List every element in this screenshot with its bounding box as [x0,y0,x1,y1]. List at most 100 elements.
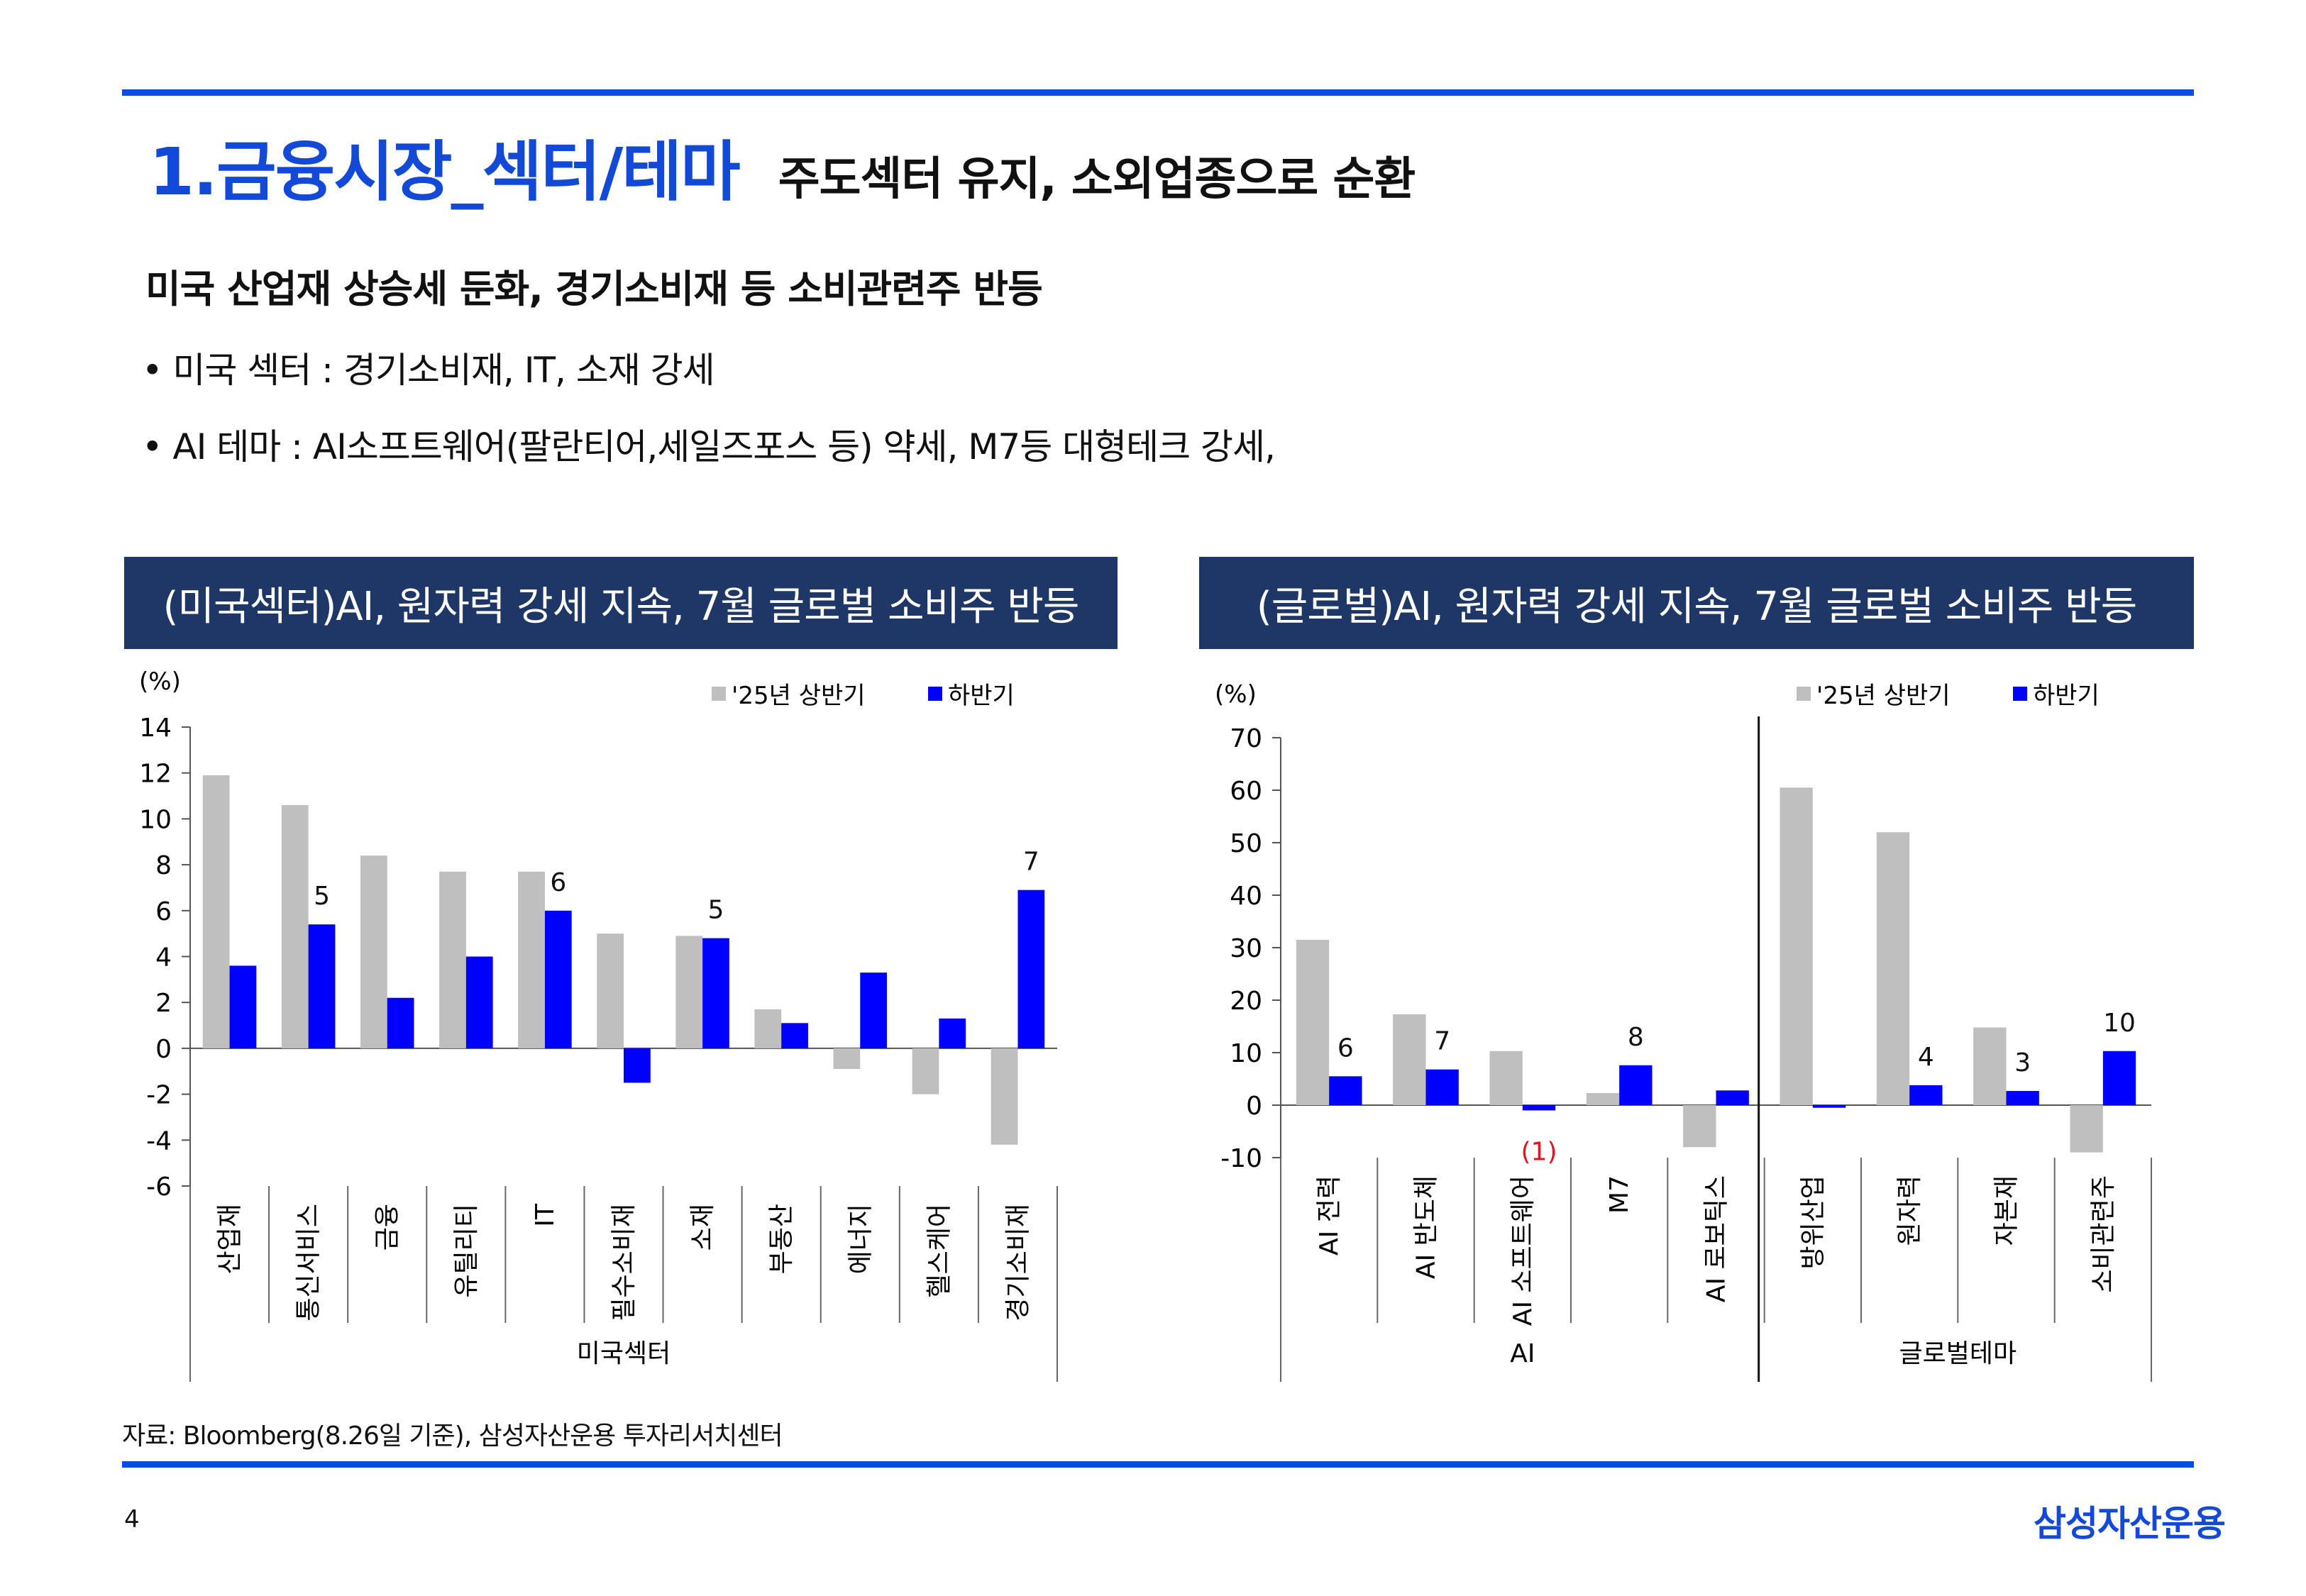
chart1-legend-swatch-h1 [712,687,726,701]
chart2-legend-label-h1: '25년 상반기 [1816,682,1951,710]
chart2-bar-h1 [1489,1051,1523,1105]
chart2-ytick-label: 0 [1246,1092,1262,1121]
chart2-ytick-label: 10 [1230,1039,1262,1068]
chart2-bar-h2 [1812,1105,1846,1108]
chart2-legend-swatch-h1 [1797,687,1811,701]
chart2-bar-h2 [1716,1090,1749,1105]
chart1-bar-h2 [939,1018,966,1048]
top-rule [122,89,2194,96]
chart1-category-label: 금융 [373,1204,402,1251]
chart2-ytick-label: 70 [1230,724,1262,753]
chart2-bar-h1 [1973,1027,2007,1105]
chart1-data-label: 5 [314,882,330,911]
chart1-data-label: 7 [1023,848,1039,877]
chart1-bar-h2 [624,1048,651,1083]
chart2-bar-h2 [1425,1069,1459,1105]
chart2-bar-h1 [1780,787,1813,1105]
chart1-bar-h2 [308,924,336,1048]
chart2-category-label: AI 로보틱스 [1702,1175,1731,1302]
chart1-bar-h2 [860,972,888,1048]
chart2-category-label: 소비관련주 [2089,1175,2118,1293]
chart1-ytick-label: 12 [139,760,172,789]
chart1-legend-swatch-h2 [928,687,942,701]
chart1-bar-h1 [281,804,309,1048]
subheading: 미국 산업재 상승세 둔화, 경기소비재 등 소비관련주 반등 [145,267,1043,311]
chart2-bar-h2 [1619,1065,1653,1105]
chart2-category-label: M7 [1605,1175,1634,1214]
chart2-data-label: 3 [2014,1048,2031,1077]
chart2-bar-h1 [1586,1092,1620,1105]
chart1-bar-h2 [465,956,493,1048]
chart1-ytick-label: 10 [139,805,172,834]
page-title: 1.금융시장_섹터/테마 주도섹터 유지, 소외업종으로 순환 [149,119,1416,214]
bullet-2: • AI 테마 : AI소프트웨어(팔란티어,세일즈포스 등) 약세, M7등 … [142,426,1276,467]
chart1-bar-h1 [754,1009,782,1048]
chart2-category-label: AI 반도체 [1412,1175,1441,1279]
page-number: 4 [124,1505,140,1534]
chart2-ytick-label: 20 [1230,987,1262,1016]
chart1-category-label: 부동산 [767,1204,796,1274]
chart1-bar-h1 [912,1048,939,1095]
chart1-legend-label-h1: '25년 상반기 [732,682,866,710]
chart1-ytick-label: 4 [155,943,172,972]
chart1-data-label: 5 [708,896,724,925]
chart1-data-label: 6 [550,868,566,897]
chart2-group-label-ai: AI [1510,1339,1535,1368]
chart2-ytick-label: 60 [1230,777,1262,806]
brand-logo: 삼성자산운용 [2034,1503,2226,1544]
chart1-category-label: 헬스케어 [925,1204,954,1297]
chart2-data-label: 4 [1918,1043,1934,1072]
title-sub: 주도섹터 유지, 소외업종으로 순환 [778,153,1416,206]
chart1-ytick-label: -2 [146,1081,172,1110]
chart1-bar-h2 [1017,890,1045,1048]
source-note: 자료: Bloomberg(8.26일 기준), 삼성자산운용 투자리서치센터 [122,1422,783,1451]
chart1-category-label: 필수소비재 [609,1204,639,1321]
chart1-category-label: 통신서비스 [294,1204,324,1321]
chart2-bar-h2 [2006,1091,2039,1105]
chart1-ytick-label: 2 [155,989,172,1018]
chart1-bar-h1 [439,871,466,1048]
chart2-data-label: 8 [1628,1023,1644,1052]
chart1-bar-h2 [702,938,729,1048]
chart2-category-label: 방위산업 [1799,1175,1828,1269]
chart1-category-label: 소재 [688,1204,717,1251]
chart1-ytick-label: 8 [155,851,172,880]
chart2-bar-h2 [1329,1076,1362,1105]
chart2-legend-label-h2: 하반기 [2033,682,2100,710]
chart1-bar-h1 [360,855,387,1048]
chart1-bar-h1 [833,1048,861,1070]
chart2-category-label: AI 소프트웨어 [1508,1175,1538,1326]
chart1-bar-h2 [781,1023,808,1048]
chart1-category-label: 유틸리티 [452,1204,481,1297]
chart2-legend-swatch-h2 [2013,687,2027,701]
chart1-unit: (%) [139,667,181,696]
chart1-category-label: IT [531,1203,560,1227]
chart1-bar-h2 [544,910,572,1048]
chart1-title: (미국섹터)AI, 원자력 강세 지속, 7월 글로벌 소비주 반등 [124,557,1118,649]
chart2-category-label: 원자력 [1895,1175,1924,1246]
chart1-bar-h2 [229,965,257,1048]
chart1-ytick-label: 14 [139,714,172,743]
chart2-bar-h1 [1296,939,1330,1105]
chart1-bar-h1 [518,871,545,1048]
chart2-data-label: 7 [1434,1027,1450,1056]
title-main: 1.금융시장_섹터/테마 [149,134,741,210]
chart2-bar-h1 [1683,1105,1716,1148]
bullet-1: • 미국 섹터 : 경기소비재, IT, 소재 강세 [142,350,715,391]
chart1-bar-h1 [991,1048,1018,1145]
chart1-bar-h1 [202,775,230,1048]
chart2-bar-h1 [2070,1105,2103,1153]
chart2-bar-h2 [1909,1085,1943,1105]
chart1-group-label: 미국섹터 [577,1339,671,1368]
chart2-group-label-global: 글로벌테마 [1899,1339,2017,1368]
chart2-category-label: 자본재 [1992,1175,2021,1246]
chart2-data-label: 6 [1337,1033,1354,1063]
chart1-ytick-label: -4 [146,1126,172,1156]
chart2-data-label: 10 [2103,1009,2136,1038]
bottom-rule [122,1461,2194,1468]
chart2-bar-h1 [1876,832,1910,1105]
chart1-category-label: 산업재 [216,1204,245,1274]
chart1-ytick-label: 0 [155,1035,172,1064]
chart1-ytick-label: 6 [155,897,172,926]
